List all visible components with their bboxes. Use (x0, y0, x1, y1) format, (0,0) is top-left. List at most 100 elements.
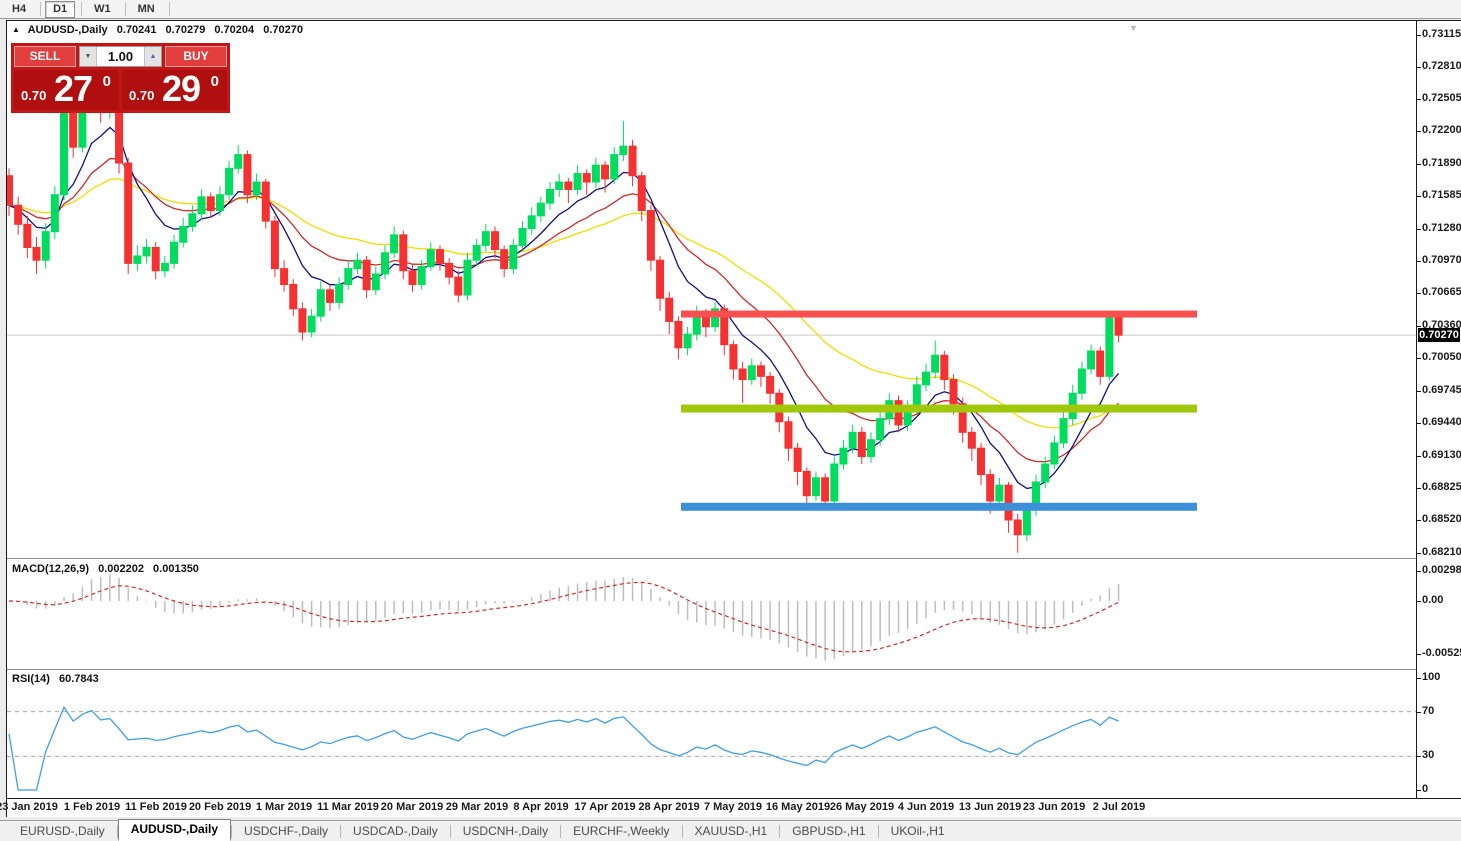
axis-tick (1417, 456, 1421, 457)
rsi-axis-label: 100 (1422, 671, 1441, 683)
macd-signal-value: 0.001350 (153, 563, 199, 575)
chart-tab-xauusd-h1[interactable]: XAUUSD-,H1 (694, 824, 768, 838)
volume-increase-icon[interactable]: ▲ (144, 47, 161, 66)
candle (1096, 346, 1105, 385)
candle (637, 171, 646, 222)
chart-window: ▲ AUDUSD-,Daily 0.70241 0.70279 0.70204 … (0, 20, 1461, 817)
candle (41, 223, 50, 269)
tab-divider (681, 825, 683, 838)
macd-chart[interactable] (7, 560, 1416, 669)
pane-divider[interactable] (7, 669, 1461, 670)
time-axis-label: 20 Feb 2019 (188, 801, 252, 813)
axis-tick (1417, 678, 1421, 679)
price-pane[interactable]: ▲ AUDUSD-,Daily 0.70241 0.70279 0.70204 … (7, 21, 1416, 558)
ma-mid-line (8, 157, 1120, 463)
price-axis-label: 0.69130 (1422, 449, 1461, 461)
price-axis-label: 0.68825 (1422, 481, 1461, 493)
candle (491, 226, 500, 259)
candle (1041, 456, 1050, 489)
time-axis-label: 11 Mar 2019 (317, 801, 379, 813)
axis-tick (1417, 712, 1421, 713)
candle (289, 279, 298, 317)
axis-tick (1417, 293, 1421, 294)
timeframe-toolbar: H4 D1 W1 MN (0, 0, 1461, 19)
resistance-line[interactable] (681, 310, 1197, 318)
candle (857, 427, 866, 465)
chart-tab-bar: EURUSD-,Daily AUDUSD-,Daily USDCHF-,Daily U… (0, 819, 1461, 841)
candle (1087, 344, 1096, 375)
candle (32, 236, 41, 274)
macd-pane[interactable]: MACD(12,26,9) 0.002202 0.001350 (7, 560, 1416, 669)
candle (546, 182, 555, 210)
chart-tab-eurusd-daily[interactable]: EURUSD-,Daily (20, 824, 105, 838)
candle (252, 173, 261, 200)
axis-tick (1417, 131, 1421, 132)
low-support-line[interactable] (681, 502, 1197, 511)
axis-tick (1417, 164, 1421, 165)
candle (665, 291, 674, 335)
scroll-to-end-icon[interactable]: ▼ (1129, 23, 1138, 33)
candle (756, 361, 765, 387)
chart-tab-ukoil-h1[interactable]: UKOil-,H1 (890, 824, 945, 838)
rsi-value: 60.7843 (58, 673, 99, 685)
toolbar-separator (40, 2, 42, 16)
price-axis[interactable]: 0.70270 0.73115 0.72810 0.72505 0.72200 0.71… (1416, 21, 1461, 798)
candle (179, 217, 188, 248)
sell-quote[interactable]: 0.70 27 0 (14, 68, 119, 110)
timeframe-d1[interactable]: D1 (45, 0, 76, 18)
axis-tick (1417, 553, 1421, 554)
candle (876, 411, 885, 447)
macd-name: MACD(12,26,9) (12, 563, 90, 575)
candle (463, 252, 472, 301)
time-axis-label: 11 Feb 2019 (125, 801, 187, 813)
candle (234, 145, 243, 174)
candle (408, 263, 417, 292)
candle (811, 471, 820, 501)
buy-button[interactable]: BUY (165, 46, 227, 67)
candle (316, 281, 325, 322)
ma-slow-line (8, 177, 1119, 429)
one-click-trading-panel: SELL ▼ ▲ BUY 0.70 27 0 0.70 29 0 (11, 43, 230, 113)
axis-tick (1417, 488, 1421, 489)
tab-divider (779, 825, 781, 838)
macd-main-value: 0.002202 (98, 563, 144, 575)
rsi-pane[interactable]: RSI(14) 60.7843 (7, 670, 1416, 798)
pane-divider[interactable] (7, 558, 1461, 559)
candlestick-series (7, 52, 1123, 553)
candle (509, 239, 518, 274)
sell-button[interactable]: SELL (14, 46, 76, 67)
macd-axis-label: 0.00 (1422, 594, 1444, 606)
timeframe-h4[interactable]: H4 (12, 2, 27, 15)
chart-tab-usdcad-daily[interactable]: USDCAD-,Daily (353, 824, 438, 838)
candle (399, 230, 408, 280)
axis-tick (1417, 67, 1421, 68)
volume-input[interactable] (97, 47, 144, 66)
price-axis-label: 0.72200 (1422, 124, 1461, 136)
volume-decrease-icon[interactable]: ▼ (80, 47, 97, 66)
time-axis-label: 26 May 2019 (829, 801, 895, 813)
collapse-arrow-icon: ▲ (12, 25, 20, 34)
axis-tick (1417, 423, 1421, 424)
chart-tab-usdcnh-daily[interactable]: USDCNH-,Daily (462, 824, 549, 838)
rsi-chart[interactable] (7, 670, 1416, 798)
candle (472, 239, 481, 267)
chart-tab-audusd-daily[interactable]: AUDUSD-,Daily (117, 819, 232, 841)
buy-quote[interactable]: 0.70 29 0 (122, 68, 227, 110)
candle (536, 196, 545, 223)
chart-tab-usdchf-daily[interactable]: USDCHF-,Daily (244, 824, 329, 838)
chart-tab-eurchf-weekly[interactable]: EURCHF-,Weekly (573, 824, 670, 838)
current-price-tag: 0.70270 (1418, 328, 1460, 342)
candle (133, 245, 142, 271)
tab-divider (231, 825, 233, 838)
timeframe-w1[interactable]: W1 (94, 2, 111, 15)
candle (206, 192, 215, 218)
candlestick-chart[interactable] (7, 21, 1416, 558)
timeframe-mn[interactable]: MN (137, 2, 155, 15)
buy-price-small: 0.70 (129, 88, 155, 103)
candle (371, 266, 380, 296)
mid-support-line[interactable] (681, 404, 1197, 413)
chart-tab-gbpusd-h1[interactable]: GBPUSD-,H1 (792, 824, 866, 838)
candle (674, 316, 683, 360)
time-axis[interactable]: 23 Jan 2019 1 Feb 2019 11 Feb 2019 20 Feb 2… (0, 798, 1461, 817)
